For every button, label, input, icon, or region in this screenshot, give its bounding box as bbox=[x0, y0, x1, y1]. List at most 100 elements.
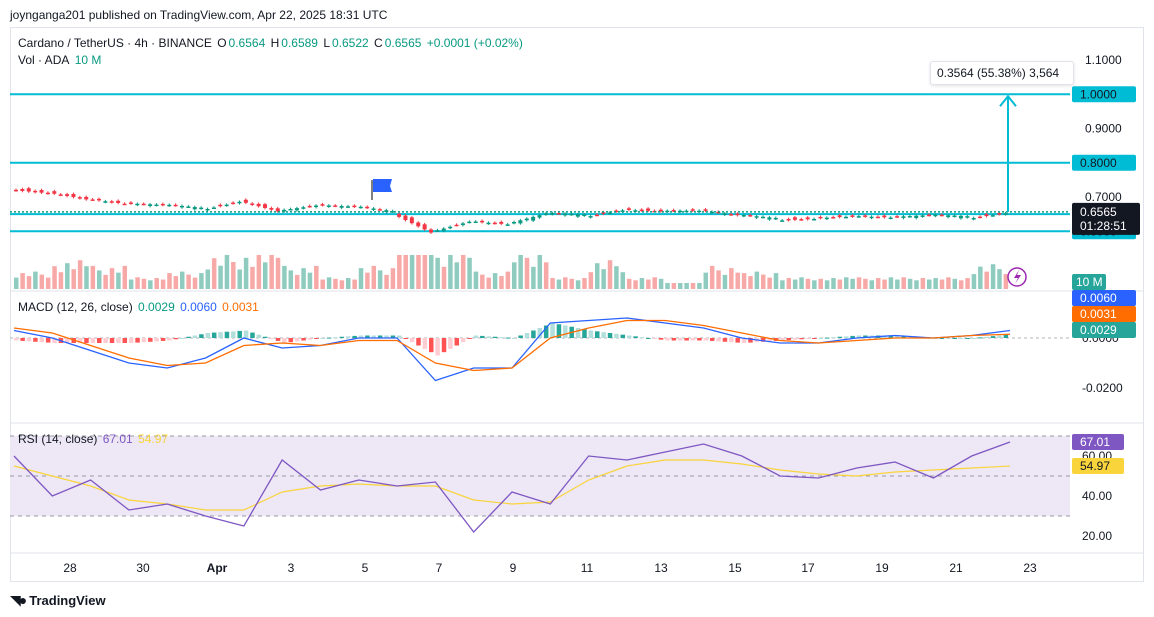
volume-bar bbox=[709, 265, 715, 289]
macd-hist-bar bbox=[633, 336, 638, 338]
candle-body bbox=[690, 209, 695, 211]
volume-bar bbox=[773, 273, 779, 289]
volume-bar bbox=[154, 278, 159, 289]
volume-bar bbox=[486, 277, 491, 289]
volume-bar bbox=[620, 272, 626, 289]
macd-hist-bar bbox=[958, 338, 964, 339]
volume-bar bbox=[575, 280, 581, 289]
candle-body bbox=[767, 217, 772, 220]
macd-hist-bar bbox=[320, 338, 325, 339]
candle-body bbox=[397, 213, 402, 217]
tradingview-logo[interactable]: ◥● TradingView bbox=[10, 592, 106, 609]
macd-hist-bar bbox=[678, 338, 683, 341]
candle-body bbox=[818, 216, 823, 219]
macd-hist-bar bbox=[716, 338, 721, 342]
candle-body bbox=[294, 208, 299, 211]
macd-title[interactable]: MACD (12, 26, close) bbox=[18, 300, 133, 314]
candle-body bbox=[301, 207, 306, 209]
volume-title[interactable]: Vol · ADA bbox=[18, 53, 70, 67]
candle-body bbox=[377, 209, 382, 211]
candle-body bbox=[307, 205, 312, 208]
candle-body bbox=[850, 215, 855, 217]
macd-hist-bar bbox=[186, 336, 191, 338]
volume-bar bbox=[384, 274, 389, 289]
candle-body bbox=[563, 213, 568, 216]
macd-hist-bar bbox=[167, 338, 172, 341]
volume-bar bbox=[33, 271, 38, 289]
symbol-title[interactable]: Cardano / TetherUS · 4h · BINANCE bbox=[18, 36, 212, 50]
candle-body bbox=[582, 214, 587, 216]
candle-body bbox=[52, 191, 57, 194]
rsi-axis-tick: 20.00 bbox=[1082, 529, 1112, 543]
candle-body bbox=[97, 198, 101, 201]
volume-bar bbox=[429, 255, 434, 289]
volume-bar bbox=[901, 277, 906, 289]
macd-hist-bar bbox=[301, 338, 306, 341]
macd-hist-bar bbox=[84, 338, 89, 343]
macd-legend: MACD (12, 26, close) 0.0029 0.0060 0.003… bbox=[18, 300, 261, 314]
candle-body bbox=[135, 203, 140, 206]
rsi-title[interactable]: RSI (14, close) bbox=[18, 432, 98, 446]
macd-hist-bar bbox=[805, 338, 811, 339]
volume-bar bbox=[211, 258, 217, 289]
volume-bar bbox=[109, 268, 115, 289]
candle-body bbox=[326, 205, 331, 207]
candle-body bbox=[735, 213, 740, 216]
macd-hist-bar bbox=[180, 338, 185, 339]
candle-body bbox=[160, 203, 165, 206]
volume-bar bbox=[90, 265, 96, 289]
candle-body bbox=[620, 210, 625, 212]
current-price-text: 0.6565 bbox=[1080, 205, 1117, 219]
macd-hist-bar bbox=[409, 338, 415, 343]
volume-bar bbox=[958, 280, 964, 289]
macd-hist-bar bbox=[403, 338, 408, 339]
candle-body bbox=[524, 218, 529, 221]
chart-frame bbox=[10, 27, 1144, 582]
volume-bar bbox=[269, 255, 274, 289]
macd-hist-bar bbox=[620, 334, 626, 338]
candle-body bbox=[454, 224, 459, 227]
candle-body bbox=[45, 192, 50, 195]
macd-hist-bar bbox=[429, 338, 434, 353]
time-axis-tick: 5 bbox=[362, 561, 369, 575]
candle-body bbox=[531, 216, 536, 221]
volume-bar bbox=[844, 277, 849, 289]
macd-hist-bar bbox=[971, 338, 977, 339]
macd-hist-bar bbox=[575, 328, 581, 338]
volume-bar bbox=[799, 277, 804, 289]
candle-body bbox=[722, 213, 727, 215]
candle-body bbox=[614, 210, 619, 213]
volume-bar bbox=[39, 274, 45, 289]
candle-body bbox=[939, 214, 944, 217]
time-axis-tick: 17 bbox=[801, 561, 815, 575]
macd-hist-bar bbox=[792, 338, 798, 340]
volume-bar bbox=[409, 255, 415, 289]
volume-bar bbox=[978, 266, 983, 289]
volume-bar bbox=[243, 257, 249, 289]
candle-body bbox=[729, 214, 734, 216]
macd-hist-bar bbox=[109, 338, 115, 343]
macd-hist-bar bbox=[294, 338, 300, 342]
volume-legend: Vol · ADA 10 M bbox=[18, 53, 103, 67]
level-label-box bbox=[1072, 154, 1136, 171]
volume-bar bbox=[729, 268, 734, 289]
rsi-value-text: 54.97 bbox=[1080, 459, 1110, 473]
macd-hist-bar bbox=[90, 338, 96, 343]
volume-bar bbox=[652, 277, 657, 289]
macd-hist-bar bbox=[339, 336, 345, 338]
macd-hist-bar bbox=[486, 336, 491, 338]
candle-body bbox=[492, 222, 497, 225]
volume-bar bbox=[671, 283, 677, 289]
time-axis-tick: 15 bbox=[728, 561, 742, 575]
rsi-legend: RSI (14, close) 67.01 54.97 bbox=[18, 432, 170, 446]
candle-body bbox=[403, 215, 408, 221]
volume-bar bbox=[741, 273, 747, 289]
candle-body bbox=[435, 230, 440, 232]
volume-bar bbox=[231, 262, 236, 289]
macd-hist-bar bbox=[722, 338, 728, 342]
volume-bar bbox=[786, 278, 792, 289]
rsi-ma-value: 54.97 bbox=[138, 432, 169, 446]
macd-hist-bar bbox=[684, 338, 689, 341]
macd-hist-bar bbox=[154, 338, 159, 342]
